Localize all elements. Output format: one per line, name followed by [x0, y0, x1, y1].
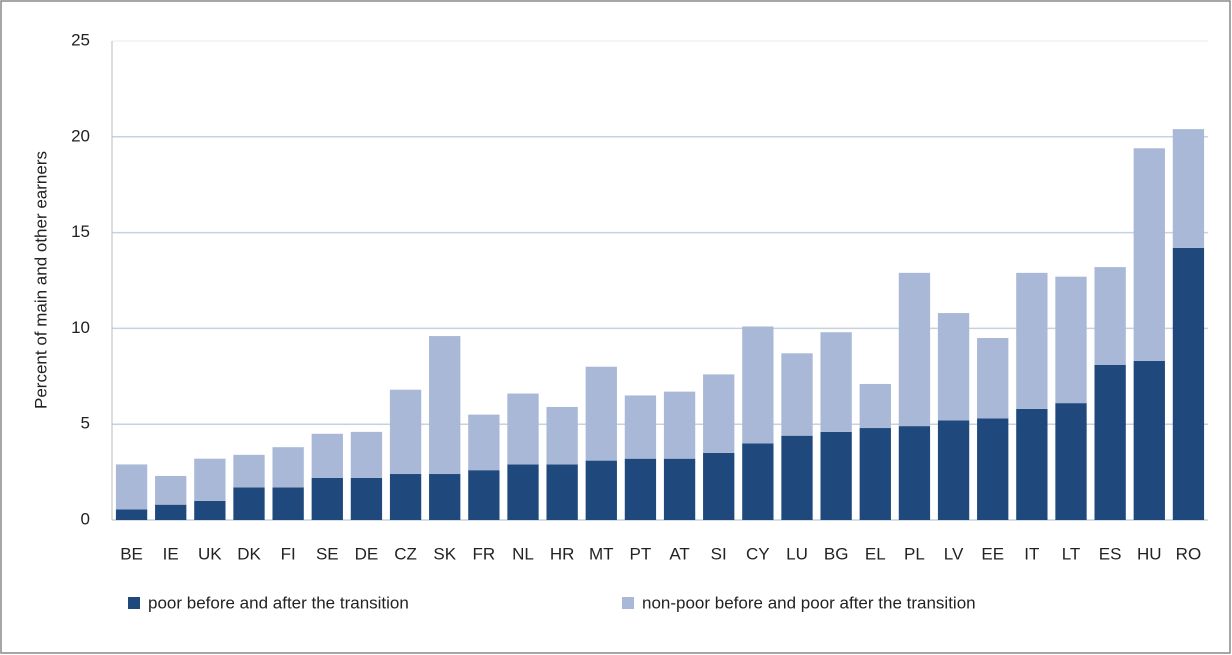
legend-label: poor before and after the transition — [148, 593, 409, 612]
y-tick-label: 25 — [71, 30, 90, 49]
bar-segment — [546, 406, 578, 465]
x-tick-label: PL — [904, 544, 925, 563]
bar-segment — [624, 458, 657, 520]
x-tick-label: ES — [1099, 544, 1122, 563]
bar-segment — [311, 477, 343, 520]
bar-segment — [1055, 276, 1087, 404]
bar-segment — [937, 313, 970, 421]
bar-segment — [272, 447, 304, 488]
x-tick-label: DK — [237, 544, 261, 563]
y-tick-label: 15 — [71, 222, 90, 241]
bar-segment — [585, 460, 617, 520]
x-tick-label: NL — [512, 544, 534, 563]
x-tick-label: BG — [824, 544, 849, 563]
bar-segment — [546, 464, 578, 520]
x-tick-label: PT — [630, 544, 652, 563]
legend-swatch — [622, 597, 634, 609]
y-axis-title: Percent of main and other earners — [31, 151, 50, 409]
bar-segment — [1172, 247, 1205, 521]
x-tick-label: HU — [1137, 544, 1162, 563]
bar-segment — [781, 435, 813, 520]
x-tick-label: FI — [281, 544, 296, 563]
bar-segment — [429, 336, 461, 475]
bar-segment — [350, 431, 383, 478]
bar-segment — [507, 464, 539, 520]
bar-segment — [115, 464, 148, 510]
x-tick-label: CZ — [394, 544, 417, 563]
x-tick-label: MT — [589, 544, 614, 563]
bar-segment — [155, 475, 187, 505]
bar-segment — [507, 393, 539, 465]
x-tick-label: LU — [786, 544, 808, 563]
x-tick-label: BE — [120, 544, 143, 563]
bar-segment — [977, 337, 1009, 419]
bar-segment — [468, 470, 500, 520]
bar-segment — [937, 420, 970, 520]
bar-segment — [311, 433, 343, 478]
bar-segment — [703, 452, 735, 520]
bar-segment — [663, 391, 696, 459]
x-tick-label: SE — [316, 544, 339, 563]
y-tick-label: 10 — [71, 318, 90, 337]
x-tick-label: AT — [669, 544, 689, 563]
bar-segment — [1133, 148, 1165, 361]
bar-segment — [742, 326, 774, 444]
bar-segment — [1094, 267, 1126, 365]
bar-segment — [468, 414, 500, 471]
y-tick-label: 5 — [81, 414, 90, 433]
bar-segment — [859, 428, 891, 520]
bar-segment — [389, 474, 422, 520]
bar-segment — [859, 383, 891, 429]
bar-segment — [1055, 403, 1087, 520]
bar-segment — [820, 332, 852, 432]
x-tick-label: LT — [1062, 544, 1081, 563]
bar-segment — [1133, 360, 1165, 520]
x-tick-label: DE — [355, 544, 379, 563]
bar-segment — [898, 272, 931, 427]
bar-segment — [742, 443, 774, 520]
x-tick-label: EE — [981, 544, 1004, 563]
x-tick-label: LV — [944, 544, 964, 563]
bar-segment — [898, 426, 931, 520]
x-tick-label: RO — [1176, 544, 1202, 563]
bar-segment — [389, 389, 422, 475]
x-tick-label: UK — [198, 544, 222, 563]
bar-segment — [233, 454, 265, 488]
bar-segment — [194, 458, 226, 501]
bar-segment — [781, 353, 813, 436]
x-tick-label: EL — [865, 544, 886, 563]
bar-segment — [977, 418, 1009, 520]
bar-segment — [624, 395, 657, 459]
bar-segment — [233, 487, 265, 520]
bar-segment — [585, 366, 617, 461]
bar-segment — [1094, 364, 1126, 520]
x-tick-label: IE — [163, 544, 179, 563]
x-tick-label: CY — [746, 544, 770, 563]
x-tick-label: HR — [550, 544, 575, 563]
x-tick-label: SK — [433, 544, 456, 563]
bar-segment — [1016, 272, 1048, 409]
bar-segment — [155, 504, 187, 520]
x-tick-label: SI — [711, 544, 727, 563]
bar-segment — [1016, 408, 1048, 520]
bar-segment — [429, 474, 461, 520]
y-tick-label: 20 — [71, 126, 90, 145]
x-tick-label: IT — [1024, 544, 1039, 563]
bar-segment — [115, 509, 148, 520]
legend-swatch — [128, 597, 140, 609]
bar-segment — [350, 477, 383, 520]
bar-segment — [194, 500, 226, 520]
y-tick-label: 0 — [81, 509, 90, 528]
bar-segment — [1172, 129, 1205, 248]
bar-segment — [272, 487, 304, 520]
x-tick-label: FR — [473, 544, 496, 563]
legend-label: non-poor before and poor after the trans… — [642, 593, 976, 612]
bar-segment — [663, 458, 696, 520]
bar-segment — [703, 374, 735, 453]
bar-segment — [820, 431, 852, 520]
